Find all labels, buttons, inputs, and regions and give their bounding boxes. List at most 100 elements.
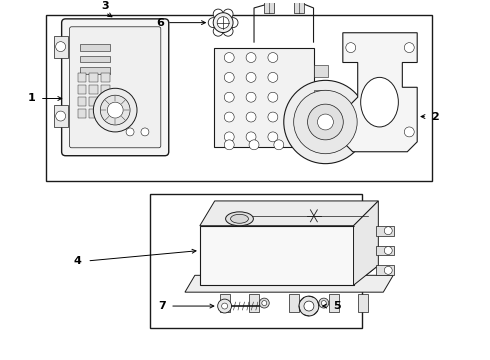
Circle shape [259,298,269,308]
Polygon shape [354,201,378,285]
Circle shape [268,53,278,63]
Bar [77,97,86,106]
FancyBboxPatch shape [70,27,161,148]
Circle shape [318,114,333,130]
Circle shape [224,132,234,142]
Bar [220,294,230,312]
Bar [54,105,68,127]
Circle shape [228,18,238,28]
Text: 6: 6 [156,18,164,28]
Bar [89,97,98,106]
FancyBboxPatch shape [62,19,169,156]
Circle shape [384,266,392,274]
Bar [80,44,110,51]
Circle shape [224,53,234,63]
Circle shape [268,72,278,82]
Bar [329,294,339,312]
Text: 2: 2 [431,112,439,122]
Circle shape [246,112,256,122]
Bar [101,109,110,118]
Bar [150,194,362,328]
Bar [89,85,98,94]
Bar [376,246,394,256]
Circle shape [224,140,234,150]
Circle shape [213,9,223,19]
Circle shape [100,95,130,125]
Polygon shape [185,275,393,292]
Bar [54,36,68,58]
Bar [77,73,86,82]
Circle shape [224,72,234,82]
Circle shape [94,88,137,132]
Circle shape [141,128,149,136]
Bar [214,48,314,147]
Bar [314,66,328,77]
Circle shape [321,301,326,306]
Circle shape [319,298,329,308]
Circle shape [223,26,233,36]
Bar [376,265,394,275]
Bar [376,226,394,236]
Ellipse shape [361,77,398,127]
Circle shape [56,111,66,121]
Circle shape [384,247,392,255]
Circle shape [224,112,234,122]
Circle shape [384,227,392,235]
Bar [314,115,328,127]
Bar [101,85,110,94]
Circle shape [221,303,227,309]
Bar [264,0,274,13]
Circle shape [213,13,233,32]
Circle shape [126,128,134,136]
Bar [314,90,328,102]
Polygon shape [200,201,378,226]
Circle shape [268,112,278,122]
Circle shape [249,140,259,150]
Bar [89,109,98,118]
Circle shape [404,127,414,137]
Circle shape [246,92,256,102]
Circle shape [213,26,223,36]
Circle shape [218,299,232,313]
Circle shape [223,9,233,19]
Circle shape [56,42,66,51]
Circle shape [246,72,256,82]
Circle shape [304,301,314,311]
Bar [101,73,110,82]
Circle shape [404,43,414,53]
Circle shape [246,132,256,142]
Polygon shape [200,265,378,285]
Bar [294,0,304,13]
Polygon shape [200,226,354,285]
Circle shape [299,296,319,316]
Circle shape [208,18,218,28]
Bar [46,15,432,181]
Circle shape [217,17,229,28]
Text: 7: 7 [158,301,166,311]
Circle shape [284,80,367,164]
Circle shape [274,140,284,150]
Text: 3: 3 [101,1,109,10]
Bar [289,294,299,312]
Bar [80,55,110,63]
Text: 4: 4 [74,256,81,266]
Bar [359,294,368,312]
Circle shape [268,132,278,142]
Circle shape [246,53,256,63]
Circle shape [308,104,343,140]
Ellipse shape [231,214,248,223]
Circle shape [346,43,356,53]
Bar [80,67,110,75]
Bar [249,294,259,312]
Circle shape [262,301,267,306]
Polygon shape [343,33,417,152]
Bar [77,85,86,94]
Text: 5: 5 [333,301,341,311]
Bar [77,109,86,118]
Circle shape [224,92,234,102]
Circle shape [107,102,123,118]
Bar [89,73,98,82]
Circle shape [268,92,278,102]
Text: 1: 1 [28,94,36,103]
Ellipse shape [225,212,253,226]
